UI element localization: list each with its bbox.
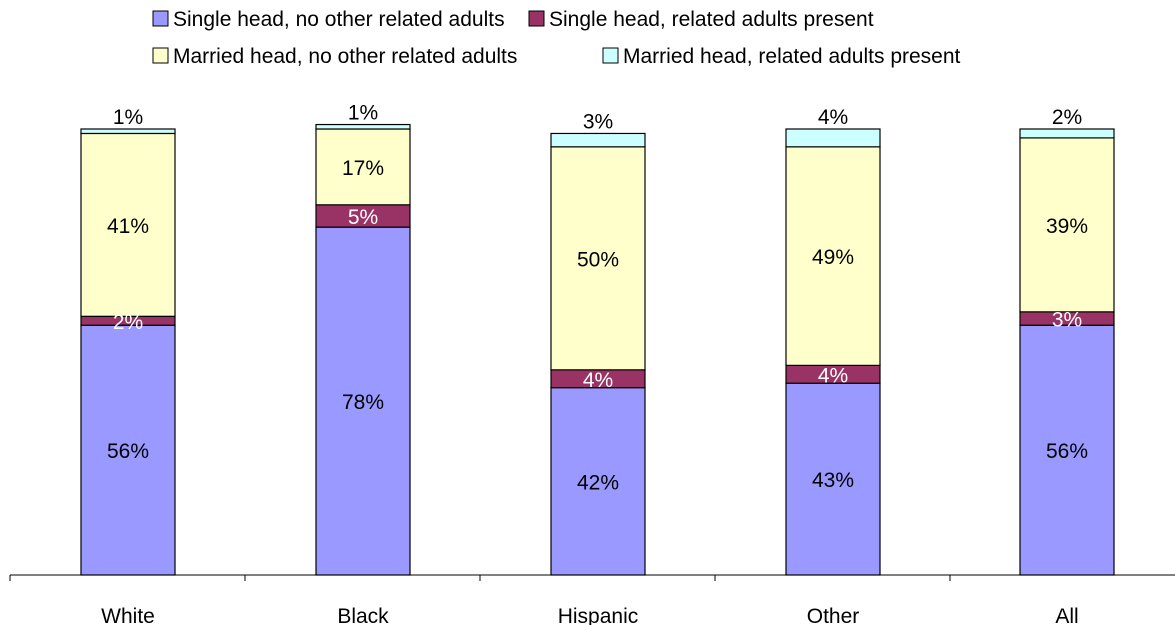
- bar-all-married-head-no-other-related-adults: [1019, 137, 1115, 313]
- data-label-all-single-head-related-adults-present: 3%: [1052, 309, 1082, 332]
- bar-black-married-head-no-other-related-adults: [315, 128, 411, 206]
- data-label-black-single-head-related-adults-present: 5%: [348, 206, 378, 229]
- x-tick-label-all: All: [1055, 605, 1078, 625]
- bar-all-married-head-related-adults-present: [1019, 128, 1115, 139]
- data-label-black-married-head-no-other-related-adults: 17%: [342, 157, 384, 180]
- x-tick-label-hispanic: Hispanic: [558, 605, 639, 625]
- data-label-black-single-head-no-other-related-adults: 78%: [342, 391, 384, 414]
- data-label-hispanic-single-head-no-other-related-adults: 42%: [577, 471, 619, 494]
- bar-white-single-head-no-other-related-adults: [80, 324, 176, 576]
- x-tick-label-black: Black: [337, 605, 389, 625]
- data-label-black-married-head-related-adults-present: 1%: [348, 102, 378, 125]
- plot-area: 56% 2% 41% 1% 78% 5% 17% 1% 42% 4% 50% 3% 43% 4% 49% 4%…: [80, 102, 1115, 576]
- legend-swatch-single-head-related-adults-present: [528, 10, 545, 27]
- x-tick-label-white: White: [101, 605, 155, 625]
- data-label-hispanic-married-head-related-adults-present: 3%: [583, 110, 613, 133]
- data-label-other-single-head-related-adults-present: 4%: [818, 364, 848, 387]
- bar-hispanic-married-head-no-other-related-adults: [550, 146, 646, 371]
- data-label-other-married-head-related-adults-present: 4%: [818, 106, 848, 129]
- bar-hispanic-married-head-related-adults-present: [550, 132, 646, 148]
- legend-swatch-married-head-related-adults-present: [602, 47, 619, 64]
- bar-other-married-head-related-adults-present: [785, 128, 881, 148]
- data-label-other-married-head-no-other-related-adults: 49%: [812, 246, 854, 269]
- data-label-all-married-head-related-adults-present: 2%: [1052, 106, 1082, 129]
- legend-label-married-head-no-other-related-adults: Married head, no other related adults: [173, 45, 517, 68]
- bar-white-married-head-no-other-related-adults: [80, 132, 176, 317]
- legend-swatch-single-head-no-other-related-adults: [152, 10, 169, 27]
- bar-black-single-head-no-other-related-adults: [315, 226, 411, 576]
- data-label-white-married-head-no-other-related-adults: 41%: [107, 215, 149, 238]
- legend-label-single-head-related-adults-present: Single head, related adults present: [549, 8, 874, 31]
- data-label-white-single-head-no-other-related-adults: 56%: [107, 440, 149, 463]
- x-axis: White Black Hispanic Other All: [9, 574, 1175, 625]
- data-label-white-single-head-related-adults-present: 2%: [113, 311, 143, 334]
- data-label-hispanic-single-head-related-adults-present: 4%: [583, 369, 613, 392]
- legend-label-married-head-related-adults-present: Married head, related adults present: [623, 45, 961, 68]
- data-label-all-single-head-no-other-related-adults: 56%: [1046, 440, 1088, 463]
- bar-all-single-head-no-other-related-adults: [1019, 324, 1115, 576]
- data-label-white-married-head-related-adults-present: 1%: [113, 106, 143, 129]
- bar-white-married-head-related-adults-present: [80, 128, 176, 135]
- data-label-all-married-head-no-other-related-adults: 39%: [1046, 215, 1088, 238]
- bar-black-married-head-related-adults-present: [315, 123, 411, 130]
- data-label-hispanic-married-head-no-other-related-adults: 50%: [577, 248, 619, 271]
- data-label-other-single-head-no-other-related-adults: 43%: [812, 469, 854, 492]
- legend-swatch-married-head-no-other-related-adults: [152, 47, 169, 64]
- legend-label-single-head-no-other-related-adults: Single head, no other related adults: [173, 8, 505, 31]
- legend: Single head, no other related adults Sing…: [152, 8, 961, 68]
- x-tick-label-other: Other: [807, 605, 860, 625]
